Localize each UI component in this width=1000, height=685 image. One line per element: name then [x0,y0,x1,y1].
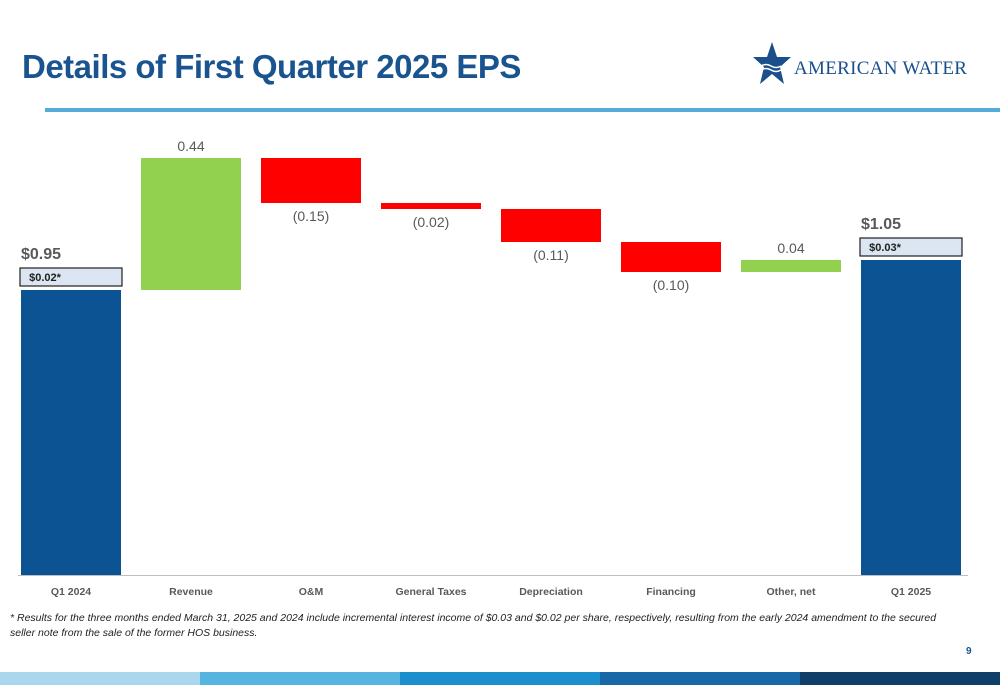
eps-waterfall-chart: $0.95 Q1 2024 0.44 Revenue (0.15) O&M (0.02) Ge… [18,138,968,598]
tick-label: O&M [299,586,324,598]
band-segment [200,672,400,685]
bar-q1-2024 [21,290,121,575]
band-segment [800,672,1000,685]
page-title: Details of First Quarter 2025 EPS [22,48,521,85]
bar-depreciation [501,209,601,242]
bottom-color-band [0,672,1000,685]
bar-revenue [141,158,241,290]
bar-q1-2025 [861,260,961,575]
band-segment [0,672,200,685]
data-label: (0.02) [413,214,450,230]
data-label: $0.95 [21,246,61,263]
data-label: $1.05 [861,216,901,233]
bar-o-m [261,158,361,203]
bar-financing [621,242,721,272]
tick-label: Revenue [169,586,213,598]
data-label: (0.10) [653,277,690,293]
band-segment [400,672,600,685]
star-water-icon [753,42,791,84]
annotation-box [859,237,963,257]
data-label: 0.44 [177,138,204,154]
footnote: * Results for the three months ended Mar… [10,612,937,639]
tick-label: General Taxes [395,586,466,598]
company-logo: AMERICAN WATER [752,40,967,90]
page-number: 9 [966,646,972,657]
tick-label: Depreciation [519,586,583,598]
tick-label: Other, net [766,586,816,598]
data-label: (0.15) [293,208,330,224]
annotation-label: $0.03* [869,242,902,254]
tick-label: Financing [646,586,696,598]
bar-other-net [741,260,841,272]
tick-label: Q1 2024 [51,586,91,598]
bar-general-taxes [381,203,481,209]
title-divider [45,108,1000,112]
data-label: 0.04 [777,240,804,256]
annotation-label: $0.02* [29,272,62,284]
logo-text: AMERICAN WATER [794,58,968,79]
annotation-box [19,267,123,287]
tick-label: Q1 2025 [891,586,931,598]
data-label: (0.11) [533,247,569,263]
band-segment [600,672,800,685]
